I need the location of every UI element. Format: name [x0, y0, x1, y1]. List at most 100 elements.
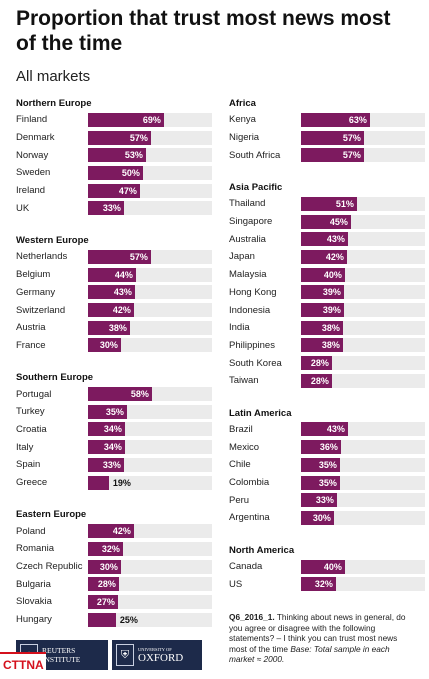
bar-value-label: 39%	[322, 305, 341, 316]
bar-value-label: 28%	[310, 358, 329, 369]
country-label: Netherlands	[16, 251, 68, 263]
bar	[87, 524, 134, 539]
bar	[300, 285, 344, 300]
bar-value-label: 57%	[342, 150, 361, 161]
bar-track: 28%	[300, 356, 425, 371]
bar	[300, 232, 348, 247]
country-label: Canada	[229, 561, 263, 573]
bar	[300, 148, 364, 163]
country-label: Kenya	[229, 114, 256, 126]
bar-track: 39%	[300, 285, 425, 300]
footnote-question: Thinking about news in general, do you a…	[229, 612, 406, 654]
bar-value-label: 42%	[112, 526, 131, 537]
bar-value-label: 40%	[323, 561, 342, 572]
region-block: Northern Europe Finland 69% Denmark 57% Norwa…	[16, 96, 212, 217]
bar-row: Brazil 43%	[229, 421, 425, 439]
bar-row: Denmark 57%	[16, 129, 212, 147]
bar-row: Mexico 36%	[229, 438, 425, 456]
bar-row: Peru 33%	[229, 491, 425, 509]
bar-row: South Korea 28%	[229, 354, 425, 372]
country-label: Portugal	[16, 388, 52, 400]
country-label: Turkey	[16, 406, 45, 418]
bar-row: Kenya 63%	[229, 111, 425, 129]
bar-row: Norway 53%	[16, 146, 212, 164]
bar-value-label: 32%	[101, 543, 120, 554]
bar-row: Finland 69%	[16, 111, 212, 129]
country-label: Bulgaria	[16, 578, 51, 590]
bar-value-label: 58%	[130, 389, 149, 400]
country-label: Greece	[16, 477, 48, 489]
chart-subtitle: All markets	[16, 68, 91, 85]
bar-track: 57%	[87, 130, 212, 145]
bar-track: 42%	[87, 524, 212, 539]
bar	[87, 594, 118, 609]
bar-row: Thailand 51%	[229, 195, 425, 213]
bar-track: 51%	[300, 196, 425, 211]
bar-track: 32%	[300, 577, 425, 592]
bar-track: 35%	[300, 457, 425, 472]
bar-value-label: 43%	[113, 287, 132, 298]
bar-value-label: 42%	[325, 251, 344, 262]
region-title: Southern Europe	[16, 372, 94, 384]
country-label: Malaysia	[229, 269, 267, 281]
bar-value-label: 43%	[326, 234, 345, 245]
country-label: Poland	[16, 525, 46, 537]
bar	[87, 440, 125, 455]
bar	[87, 612, 116, 627]
region-title: Western Europe	[16, 235, 89, 247]
bar-track: 57%	[300, 130, 425, 145]
bar-value-label: 34%	[103, 442, 122, 453]
region-block: Latin America Brazil 43% Mexico 36% Chile 35% C…	[229, 406, 425, 527]
bar-row: Romania 32%	[16, 540, 212, 558]
bar-row: Bulgaria 28%	[16, 575, 212, 593]
bar-track: 33%	[300, 493, 425, 508]
bar-track: 35%	[300, 475, 425, 490]
bar-row: Germany 43%	[16, 284, 212, 302]
bar-track: 45%	[300, 214, 425, 229]
region-title: Latin America	[229, 407, 292, 419]
bar-value-label: 19%	[112, 477, 131, 488]
bar-value-label: 32%	[314, 579, 333, 590]
country-label: Norway	[16, 149, 49, 161]
country-label: UK	[16, 202, 30, 214]
bar-value-label: 34%	[103, 424, 122, 435]
bar-track: 40%	[300, 267, 425, 282]
country-label: Italy	[16, 441, 34, 453]
bar-value-label: 30%	[312, 512, 331, 523]
bar	[300, 577, 336, 592]
country-label: South Korea	[229, 357, 282, 369]
bar	[300, 130, 364, 145]
bar	[87, 457, 124, 472]
bar	[87, 267, 136, 282]
bar-value-label: 38%	[321, 322, 340, 333]
bar-value-label: 40%	[323, 269, 342, 280]
country-label: Argentina	[229, 512, 270, 524]
bar-track: 30%	[300, 510, 425, 525]
country-label: Hungary	[16, 614, 52, 626]
bar-track: 43%	[300, 232, 425, 247]
region-title: Asia Pacific	[229, 182, 283, 194]
bar-row: Poland 42%	[16, 522, 212, 540]
country-label: Slovakia	[16, 596, 52, 608]
region-block: Southern Europe Portugal 58% Turkey 35% Croat…	[16, 370, 212, 491]
bar-track: 58%	[87, 387, 212, 402]
bar-row: Malaysia 40%	[229, 266, 425, 284]
country-label: Croatia	[16, 423, 47, 435]
bar	[87, 577, 119, 592]
bar-row: Czech Republic 30%	[16, 558, 212, 576]
bar	[300, 559, 345, 574]
country-label: Switzerland	[16, 304, 66, 316]
country-label: Singapore	[229, 216, 273, 228]
country-label: Sweden	[16, 167, 51, 179]
bar	[87, 201, 124, 216]
bar-row: Canada 40%	[229, 558, 425, 576]
bar-row: Chile 35%	[229, 456, 425, 474]
country-label: Chile	[229, 459, 251, 471]
country-label: India	[229, 322, 250, 334]
bar-track: 39%	[300, 303, 425, 318]
bar-value-label: 30%	[99, 340, 118, 351]
bar-track: 33%	[87, 201, 212, 216]
country-label: Indonesia	[229, 304, 271, 316]
bar-row: Portugal 58%	[16, 385, 212, 403]
bar-track: 63%	[300, 112, 425, 127]
